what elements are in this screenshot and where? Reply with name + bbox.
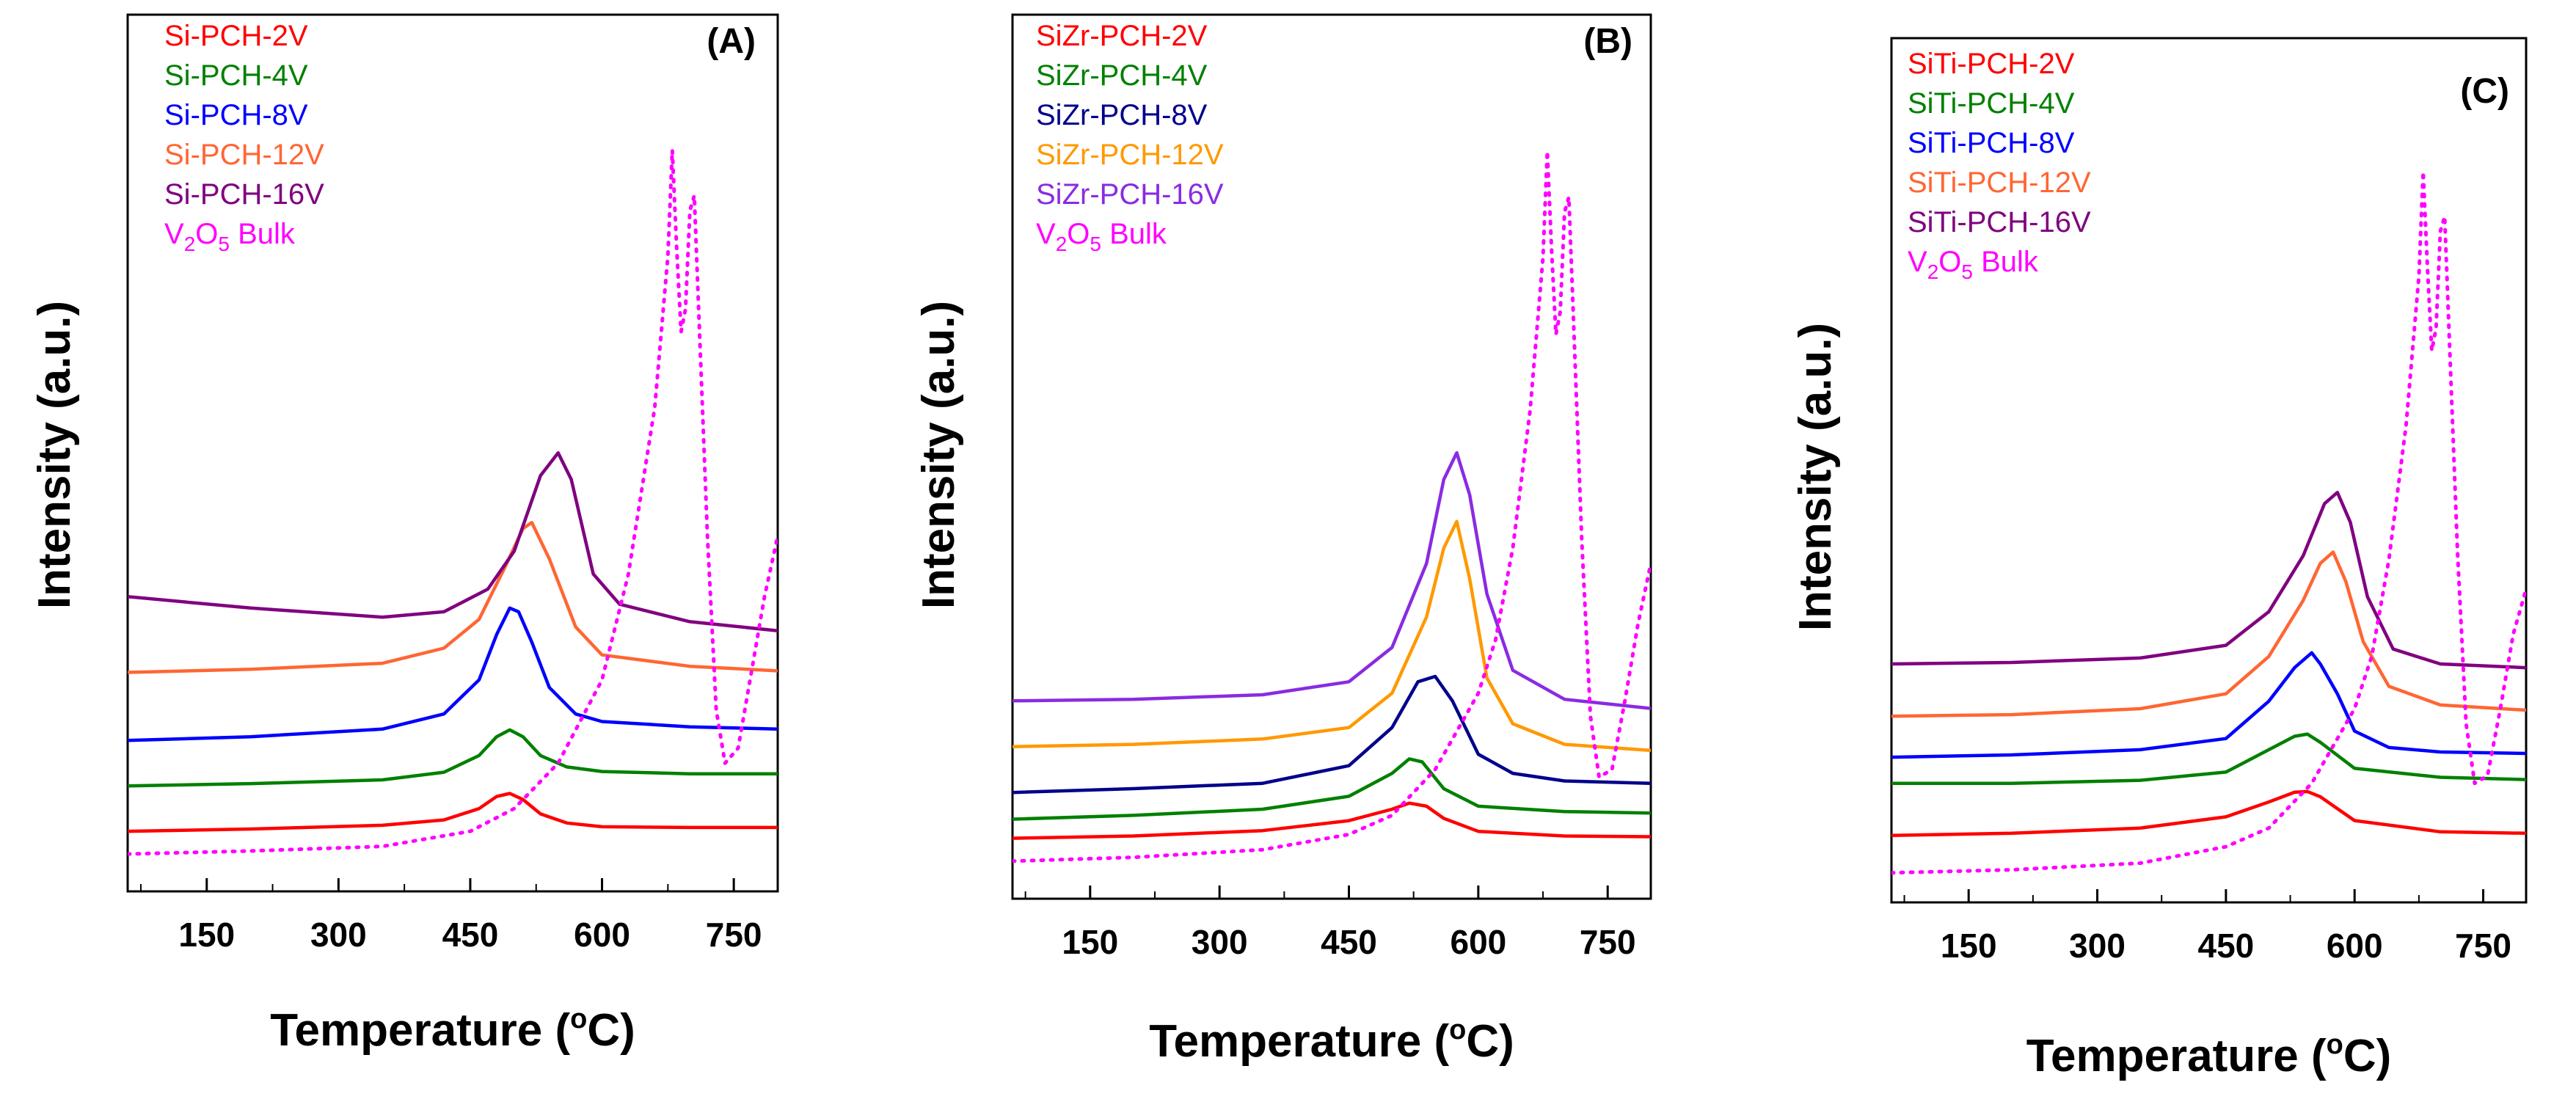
legend-entry: SiTi-PCH-2V	[1908, 48, 2075, 80]
legend-entry: SiTi-PCH-8V	[1908, 127, 2075, 159]
x-tick-label: 300	[2069, 927, 2126, 965]
legend-entry: SiZr-PCH-8V	[1036, 99, 1208, 131]
x-tick-label: 450	[442, 916, 499, 954]
series-line-sizr-pch-8v	[1012, 674, 1651, 795]
legend-entry: SiTi-PCH-4V	[1908, 87, 2075, 120]
panel-c: 150 300 450 600 750 Temperature (oC) Intensity…	[1790, 37, 2528, 1081]
legend-entry: Si-PCH-12V	[164, 139, 324, 171]
plot-frame	[1011, 13, 1652, 900]
series-line-si-pch-16v	[128, 451, 778, 632]
degree-mark: o	[1449, 1015, 1466, 1045]
x-axis-label-main: Temperature (	[1149, 1016, 1449, 1067]
series-line-si-pch-4v	[128, 728, 778, 788]
legend-entry: V2O5 Bulk	[164, 218, 296, 255]
series-line-siti-pch-12v	[1891, 550, 2526, 718]
panel-tag: (A)	[707, 22, 756, 61]
series-group	[128, 148, 778, 856]
x-tick-label: 600	[574, 916, 630, 954]
x-tick-label: 150	[1062, 923, 1118, 961]
series-line-v2o5-bulk	[128, 148, 778, 856]
legend-entry: V2O5 Bulk	[1908, 246, 2039, 283]
legend-entry: SiZr-PCH-2V	[1036, 20, 1208, 52]
series-line-v2o5-bulk	[1891, 169, 2526, 875]
legend-entry: SiZr-PCH-16V	[1036, 178, 1224, 211]
series-line-sizr-pch-4v	[1012, 757, 1651, 821]
legend-entry: SiZr-PCH-12V	[1036, 139, 1224, 171]
series-group	[1891, 169, 2526, 875]
x-axis-label-unit: C)	[1466, 1016, 1514, 1067]
y-axis-label: Intensity (a.u.)	[1790, 323, 1841, 631]
legend-entry: SiTi-PCH-16V	[1908, 206, 2091, 238]
x-axis-label-unit: C)	[587, 1005, 635, 1056]
legend-entry: SiZr-PCH-4V	[1036, 59, 1208, 92]
y-axis-label: Intensity (a.u.)	[913, 301, 964, 609]
series-line-si-pch-12v	[128, 520, 778, 674]
series-line-sizr-pch-2v	[1012, 801, 1651, 840]
panel-tag: (C)	[2460, 72, 2509, 111]
series-line-si-pch-2v	[128, 792, 778, 833]
panel-b: 150 300 450 600 750 Temperature (oC) Intensity…	[913, 13, 1652, 1067]
plot-frame	[1890, 37, 2528, 904]
x-tick-label: 600	[1450, 923, 1506, 961]
x-tick-label: 300	[310, 916, 367, 954]
legend-entry: Si-PCH-16V	[164, 178, 324, 211]
panel-a: 150 300 450 600 750 Temperature (oC) Intensity…	[29, 13, 779, 1056]
series-line-siti-pch-8v	[1891, 651, 2526, 759]
x-tick-label: 150	[178, 916, 235, 954]
series-line-siti-pch-4v	[1891, 732, 2526, 785]
y-axis-label: Intensity (a.u.)	[29, 301, 80, 609]
legend-entry: Si-PCH-8V	[164, 99, 308, 131]
series-line-v2o5-bulk	[1012, 149, 1651, 863]
x-tick-label: 450	[2198, 927, 2255, 965]
legend-entry: SiTi-PCH-12V	[1908, 167, 2091, 199]
series-line-siti-pch-16v	[1891, 490, 2526, 670]
legend-entry: Si-PCH-4V	[164, 59, 308, 92]
series-line-sizr-pch-12v	[1012, 519, 1651, 753]
legend-entry: Si-PCH-2V	[164, 20, 308, 52]
x-axis-label: Temperature (oC)	[1149, 1015, 1514, 1067]
x-tick-label: 600	[2327, 927, 2383, 965]
x-tick-label: 750	[2455, 927, 2511, 965]
x-tick-label: 750	[706, 916, 762, 954]
x-axis-label-unit: C)	[2343, 1031, 2391, 1081]
x-tick-label: 300	[1192, 923, 1248, 961]
x-axis-label-main: Temperature (	[270, 1005, 570, 1056]
plot-frame	[126, 13, 779, 893]
degree-mark: o	[570, 1004, 587, 1034]
series-line-si-pch-8v	[128, 606, 778, 742]
x-axis-label-main: Temperature (	[2026, 1031, 2327, 1081]
series-group	[1012, 149, 1651, 863]
panel-tag: (B)	[1583, 22, 1632, 61]
series-line-sizr-pch-16v	[1012, 450, 1651, 710]
x-tick-label: 150	[1941, 927, 1997, 965]
degree-mark: o	[2327, 1029, 2343, 1060]
x-tick-label: 450	[1321, 923, 1377, 961]
x-axis-label: Temperature (oC)	[2026, 1029, 2391, 1081]
x-axis-label: Temperature (oC)	[270, 1004, 635, 1056]
series-line-siti-pch-2v	[1891, 789, 2526, 838]
x-tick-label: 750	[1580, 923, 1636, 961]
legend-entry: V2O5 Bulk	[1036, 218, 1167, 255]
